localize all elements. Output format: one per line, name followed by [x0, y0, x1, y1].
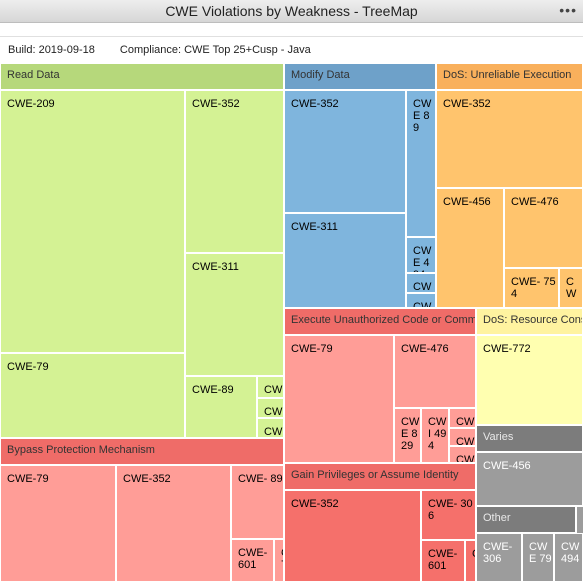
treemap-cell[interactable]: CW: [257, 376, 284, 398]
treemap-cell[interactable]: CWE-772: [476, 335, 583, 425]
treemap-cell[interactable]: CWE: [406, 293, 436, 308]
treemap-cell[interactable]: CWE 89: [406, 90, 436, 237]
treemap-cell[interactable]: CWI 494: [421, 408, 449, 463]
group-header-dos-resource[interactable]: DoS: Resource Cons: [476, 308, 583, 335]
window-title: CWE Violations by Weakness - TreeMap: [165, 3, 418, 19]
treemap-cell[interactable]: CWE 494: [406, 237, 436, 273]
treemap-cell[interactable]: CWE-352: [284, 90, 406, 213]
treemap-cell[interactable]: CWE- 89: [231, 465, 284, 539]
group-header-bypass[interactable]: Bypass Protection Mechanism: [0, 438, 284, 465]
treemap-cell[interactable]: CW 494: [554, 533, 583, 582]
treemap-cell[interactable]: C: [465, 540, 476, 582]
more-options-icon[interactable]: •••: [559, 2, 577, 18]
treemap-cell[interactable]: CWE-79: [0, 465, 116, 582]
treemap-cell[interactable]: CWE-456: [436, 188, 504, 308]
treemap-cell[interactable]: CWE-352: [116, 465, 231, 582]
group-header-read-data[interactable]: Read Data: [0, 63, 284, 90]
treemap-cell[interactable]: CWE-476: [394, 335, 476, 408]
treemap-cell[interactable]: CWE-311: [284, 213, 406, 308]
treemap-cell[interactable]: CWE 829: [394, 408, 421, 463]
info-bar: Build: 2019-09-18 Compliance: CWE Top 25…: [0, 36, 583, 64]
treemap-cell[interactable]: C 7: [274, 539, 284, 582]
group-header-gain-privileges[interactable]: Gain Privileges or Assume Identity: [284, 463, 476, 490]
build-label: Build: 2019-09-18: [8, 44, 95, 56]
treemap-cell[interactable]: CWE-352: [436, 90, 583, 188]
treemap-cell[interactable]: CWE-352: [185, 90, 284, 253]
compliance-label: Compliance: CWE Top 25+Cusp - Java: [119, 44, 311, 56]
group-header-exec-code[interactable]: Execute Unauthorized Code or Comm: [284, 308, 476, 335]
treemap-cell[interactable]: CWE-209: [0, 90, 185, 353]
treemap-cell[interactable]: CW: [257, 398, 284, 418]
treemap-cell[interactable]: CWI: [449, 428, 476, 446]
treemap-cell[interactable]: CWE 79: [522, 533, 554, 582]
treemap-cell[interactable]: CWE-311: [185, 253, 284, 376]
treemap-cell[interactable]: CWE: [406, 273, 436, 293]
treemap-cell[interactable]: CWE- 306: [421, 490, 476, 540]
treemap: Read Data CWE-209 CWE-352 CWE-311 CWE-79…: [0, 63, 583, 582]
treemap-cell[interactable]: CWE-79: [284, 335, 394, 463]
treemap-cell[interactable]: CWE- 601: [231, 539, 274, 582]
treemap-cell[interactable]: CWE- 754: [504, 268, 559, 308]
treemap-cell[interactable]: CWE-352: [284, 490, 421, 582]
treemap-cell[interactable]: CWE-79: [0, 353, 185, 438]
treemap-cell[interactable]: CWI: [449, 446, 476, 463]
group-header-varies[interactable]: Varies: [476, 425, 583, 452]
group-header-dos-unreliable[interactable]: DoS: Unreliable Execution: [436, 63, 583, 90]
window-title-bar: CWE Violations by Weakness - TreeMap •••: [0, 0, 583, 23]
treemap-cell[interactable]: CW: [559, 268, 583, 308]
group-header-other[interactable]: Other: [476, 506, 576, 533]
treemap-cell[interactable]: CW: [257, 418, 284, 438]
treemap-cell[interactable]: CWE-476: [504, 188, 583, 268]
treemap-cell[interactable]: CWI: [449, 408, 476, 428]
treemap-cell[interactable]: CWE- 306: [476, 533, 522, 582]
treemap-cell[interactable]: CWE-456: [476, 452, 583, 506]
treemap-cell[interactable]: CWE- 601: [421, 540, 465, 582]
group-header-modify-data[interactable]: Modify Data: [284, 63, 436, 90]
treemap-cell[interactable]: CWE-89: [185, 376, 257, 438]
